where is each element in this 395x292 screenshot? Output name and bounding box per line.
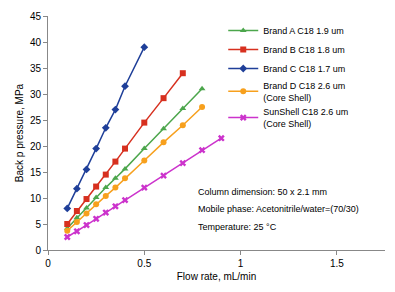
svg-text:Brand A C18 1.9 um: Brand A C18 1.9 um	[263, 26, 344, 36]
svg-text:35: 35	[30, 63, 42, 74]
svg-text:0.5: 0.5	[137, 258, 151, 269]
svg-text:0: 0	[35, 245, 41, 256]
svg-text:0: 0	[45, 258, 51, 269]
svg-text:Flow rate, mL/min: Flow rate, mL/min	[177, 271, 256, 282]
svg-text:Mobile phase: Acetonitrile/wat: Mobile phase: Acetonitrile/water=(70/30)	[198, 204, 359, 214]
svg-text:5: 5	[35, 219, 41, 230]
svg-text:SunShell C18 2.6 um(Core Shell: SunShell C18 2.6 um(Core Shell)	[263, 107, 348, 129]
svg-text:1.5: 1.5	[330, 258, 344, 269]
svg-text:Back p pressure, MPa: Back p pressure, MPa	[14, 83, 25, 182]
svg-text:25: 25	[30, 115, 42, 126]
svg-text:20: 20	[30, 141, 42, 152]
svg-text:Column dimension: 50 x 2.1 mm: Column dimension: 50 x 2.1 mm	[198, 187, 327, 197]
svg-text:10: 10	[30, 193, 42, 204]
svg-text:1: 1	[238, 258, 244, 269]
svg-text:Brand B C18 1.8 um: Brand B C18 1.8 um	[263, 45, 345, 55]
svg-text:Brand D C18 2.6 um(Core Shell): Brand D C18 2.6 um(Core Shell)	[263, 81, 345, 103]
svg-text:Temperature: 25 °C: Temperature: 25 °C	[198, 222, 277, 232]
svg-text:Brand C C18 1.7 um: Brand C C18 1.7 um	[263, 64, 345, 74]
svg-text:15: 15	[30, 167, 42, 178]
svg-text:30: 30	[30, 89, 42, 100]
svg-text:40: 40	[30, 37, 42, 48]
svg-text:45: 45	[30, 11, 42, 22]
